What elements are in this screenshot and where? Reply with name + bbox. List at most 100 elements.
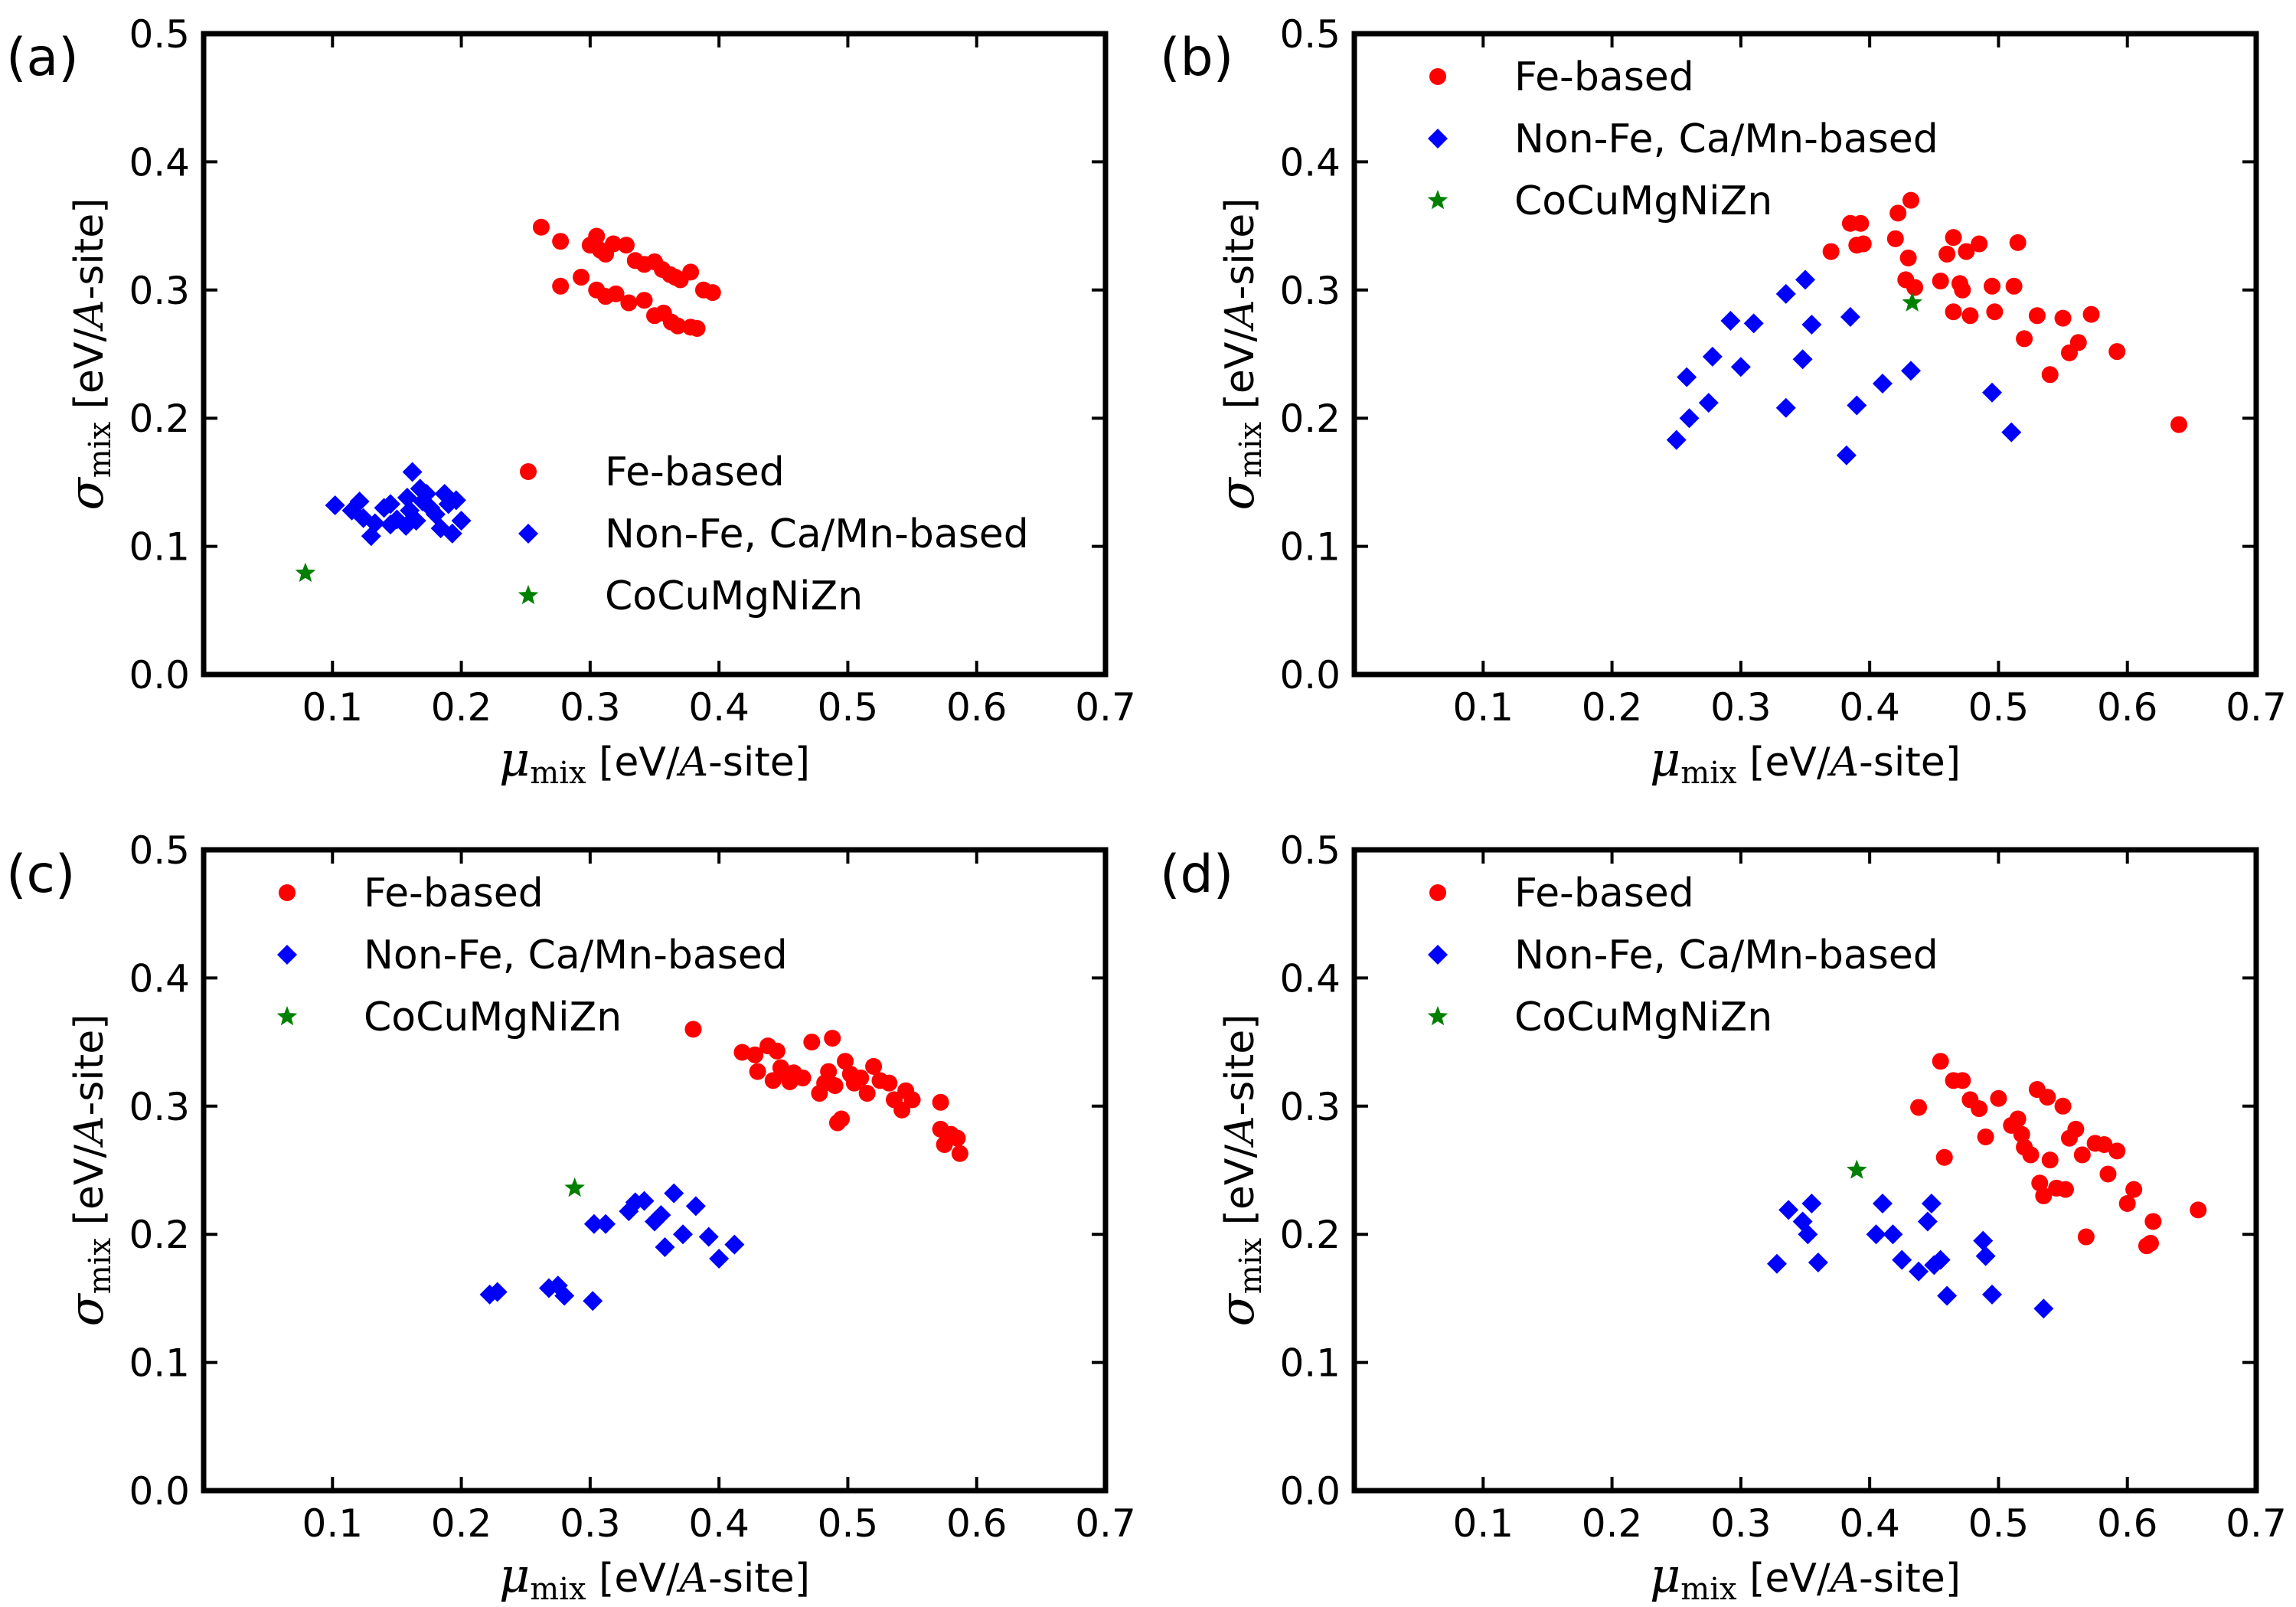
- legend-label: CoCuMgNiZn: [1514, 178, 1772, 224]
- data-point-star: [1902, 292, 1922, 312]
- data-point-circle: [2118, 1195, 2136, 1213]
- y-tick-label: 0.2: [1279, 397, 1341, 441]
- data-point-circle: [588, 227, 606, 245]
- data-point-diamond: [416, 483, 437, 504]
- data-point-circle: [2005, 277, 2023, 295]
- data-point-diamond: [1840, 306, 1860, 327]
- y-tick-label: 0.0: [129, 653, 190, 697]
- data-point-circle: [1954, 1072, 1971, 1089]
- y-axis-label: σmix [eV/A-site]: [58, 198, 118, 510]
- data-point-circle: [2108, 1142, 2126, 1160]
- data-point-circle: [2041, 1151, 2059, 1169]
- data-point-circle: [605, 235, 622, 253]
- data-point-circle: [2073, 1146, 2091, 1164]
- data-point-diamond: [1921, 1194, 1942, 1214]
- data-point-circle: [1945, 229, 1962, 247]
- data-point-star: [295, 562, 316, 583]
- data-point-circle: [2056, 1181, 2074, 1198]
- data-point-circle: [893, 1101, 911, 1119]
- data-point-diamond: [709, 1249, 730, 1269]
- data-point-diamond: [1982, 1284, 2003, 1305]
- y-tick-label: 0.0: [1279, 653, 1341, 697]
- data-point-circle: [1854, 235, 1872, 253]
- data-point-diamond: [655, 1236, 675, 1257]
- data-point-circle: [2054, 309, 2072, 327]
- series-circle: [1910, 1053, 2207, 1255]
- data-point-diamond: [673, 1224, 694, 1245]
- series-diamond: [1666, 269, 2022, 465]
- legend-marker-star: [276, 1006, 298, 1026]
- x-tick-label: 0.5: [818, 1501, 879, 1546]
- y-tick-label: 0.5: [1279, 828, 1341, 873]
- data-point-diamond: [583, 1291, 603, 1311]
- legend: Fe-based Non-Fe, Ca/Mn-based CoCuMgNiZn: [518, 449, 1029, 619]
- data-point-circle: [635, 292, 653, 309]
- data-point-diamond: [1808, 1253, 1828, 1273]
- data-point-circle: [2009, 234, 2027, 251]
- data-point-circle: [826, 1077, 844, 1095]
- y-tick-label: 0.2: [129, 397, 190, 441]
- data-point-diamond: [1766, 1253, 1787, 1274]
- data-point-circle: [1906, 279, 1924, 296]
- data-point-circle: [2125, 1181, 2143, 1198]
- legend-label: CoCuMgNiZn: [605, 573, 863, 619]
- data-point-circle: [837, 1053, 854, 1070]
- y-axis-label: σmix [eV/A-site]: [58, 1014, 118, 1326]
- data-point-circle: [1990, 1089, 2007, 1107]
- data-point-circle: [749, 1063, 766, 1080]
- data-point-diamond: [1836, 445, 1857, 465]
- data-point-circle: [684, 1021, 702, 1038]
- data-point-diamond: [724, 1234, 745, 1255]
- data-point-circle: [1822, 243, 1840, 260]
- data-point-diamond: [1795, 269, 1815, 290]
- data-point-diamond: [487, 1282, 508, 1302]
- x-tick-label: 0.7: [2226, 685, 2287, 730]
- plot-frame: [201, 847, 1109, 1494]
- data-point-circle: [2190, 1201, 2207, 1219]
- legend-marker-circle: [520, 463, 537, 480]
- panel-b: (b) 0.1 0.2 0.3 0.4 0.5 0.6 0.7 0.0 0.1 0.2 0.3 0.4 0…: [1160, 12, 2287, 791]
- data-point-circle: [2031, 1174, 2049, 1192]
- legend-marker-star: [1427, 1006, 1448, 1026]
- data-point-circle: [949, 1129, 966, 1147]
- data-point-diamond: [1872, 374, 1893, 394]
- data-point-circle: [552, 233, 570, 250]
- data-point-circle: [2170, 416, 2188, 433]
- plot-frame: [201, 31, 1109, 678]
- data-point-circle: [1932, 273, 1949, 290]
- x-tick-label: 0.5: [818, 685, 879, 730]
- data-point-circle: [2016, 330, 2033, 348]
- data-point-circle: [669, 317, 687, 335]
- y-tick-label: 0.2: [1279, 1213, 1341, 1257]
- y-tick-label: 0.4: [1279, 956, 1341, 1001]
- data-point-diamond: [1679, 408, 1700, 429]
- data-point-diamond: [1975, 1246, 1996, 1266]
- data-point-circle: [532, 218, 550, 236]
- data-point-circle: [2035, 1187, 2053, 1204]
- x-tick-label: 0.5: [1968, 1501, 2030, 1546]
- series-circle: [1822, 191, 2188, 433]
- legend-marker-diamond: [1428, 129, 1448, 149]
- y-tick-label: 0.1: [1279, 525, 1341, 570]
- data-point-diamond: [1792, 349, 1813, 370]
- y-tick-label: 0.3: [129, 1085, 190, 1129]
- x-axis-label: μmix [eV/A-site]: [499, 1547, 810, 1607]
- data-point-diamond: [1778, 1200, 1799, 1220]
- y-tick-label: 0.1: [129, 525, 190, 570]
- legend-marker-circle: [1429, 884, 1446, 901]
- series-diamond: [1766, 1194, 2054, 1319]
- plot-frame: [1351, 31, 2259, 678]
- legend: Fe-based Non-Fe, Ca/Mn-based CoCuMgNiZn: [276, 870, 788, 1040]
- x-tick-label: 0.6: [946, 685, 1008, 730]
- data-point-diamond: [2033, 1298, 2054, 1319]
- plot-frame: [1351, 847, 2259, 1494]
- legend-label: Fe-based: [364, 870, 544, 916]
- data-point-circle: [2013, 1125, 2030, 1143]
- series-star: [295, 562, 316, 583]
- data-point-diamond: [1892, 1249, 1912, 1270]
- data-point-diamond: [664, 1183, 684, 1204]
- series-star: [564, 1177, 585, 1197]
- legend-label: Fe-based: [1514, 54, 1694, 100]
- data-point-circle: [768, 1042, 785, 1060]
- data-point-circle: [1899, 249, 1917, 266]
